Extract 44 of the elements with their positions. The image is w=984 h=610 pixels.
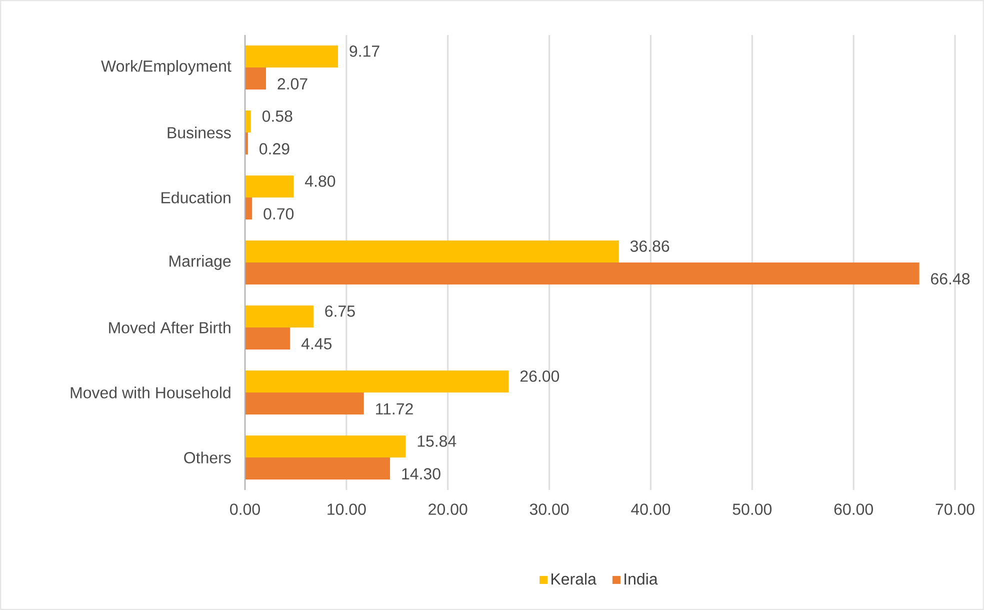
bar bbox=[245, 68, 266, 90]
y-tick-label: Business bbox=[168, 126, 231, 138]
x-tick-label: 70.00 bbox=[936, 504, 974, 515]
data-label: 2.07 bbox=[278, 78, 308, 90]
data-label: 0.58 bbox=[262, 110, 292, 122]
bar bbox=[245, 240, 619, 262]
data-label: 6.75 bbox=[325, 306, 355, 317]
data-label: 0.29 bbox=[260, 143, 290, 154]
y-tick-label: Education bbox=[162, 192, 230, 204]
x-tick-label: 20.00 bbox=[428, 504, 468, 515]
bar bbox=[245, 46, 338, 68]
x-tick-label: 60.00 bbox=[834, 504, 873, 515]
data-label: 9.17 bbox=[350, 46, 380, 57]
data-label: 4.45 bbox=[301, 338, 332, 350]
bar bbox=[245, 198, 252, 220]
data-label: 11.72 bbox=[376, 403, 413, 414]
x-tick-label: 0.00 bbox=[230, 504, 260, 515]
y-tick-label: Moved with Household bbox=[70, 386, 230, 398]
data-label: 4.80 bbox=[304, 176, 336, 187]
data-label: 15.84 bbox=[418, 436, 456, 447]
x-tick-label: 30.00 bbox=[530, 504, 569, 515]
legend-label: Kerala bbox=[552, 572, 596, 585]
bar bbox=[245, 392, 364, 414]
x-tick-label: 50.00 bbox=[732, 504, 772, 515]
x-tick-label: 40.00 bbox=[631, 504, 670, 515]
y-tick-label: Work/Employment bbox=[101, 60, 232, 75]
legend-label: India bbox=[624, 572, 658, 585]
bar bbox=[245, 262, 920, 284]
y-tick-label: Marriage bbox=[170, 255, 231, 270]
bar bbox=[245, 110, 251, 133]
data-label: 66.48 bbox=[931, 273, 970, 284]
bar bbox=[245, 370, 509, 392]
y-tick-label: Moved After Birth bbox=[109, 322, 230, 334]
bar bbox=[245, 458, 390, 480]
data-label: 26.00 bbox=[520, 370, 560, 382]
data-label: 36.86 bbox=[630, 240, 670, 252]
bar bbox=[245, 176, 294, 198]
bar bbox=[245, 436, 406, 458]
data-label: 0.70 bbox=[264, 208, 294, 220]
x-tick-label: 10.00 bbox=[328, 504, 366, 515]
bar bbox=[245, 328, 290, 350]
data-label: 14.30 bbox=[402, 468, 440, 480]
bar bbox=[245, 306, 314, 328]
y-tick-label: Others bbox=[184, 452, 231, 464]
